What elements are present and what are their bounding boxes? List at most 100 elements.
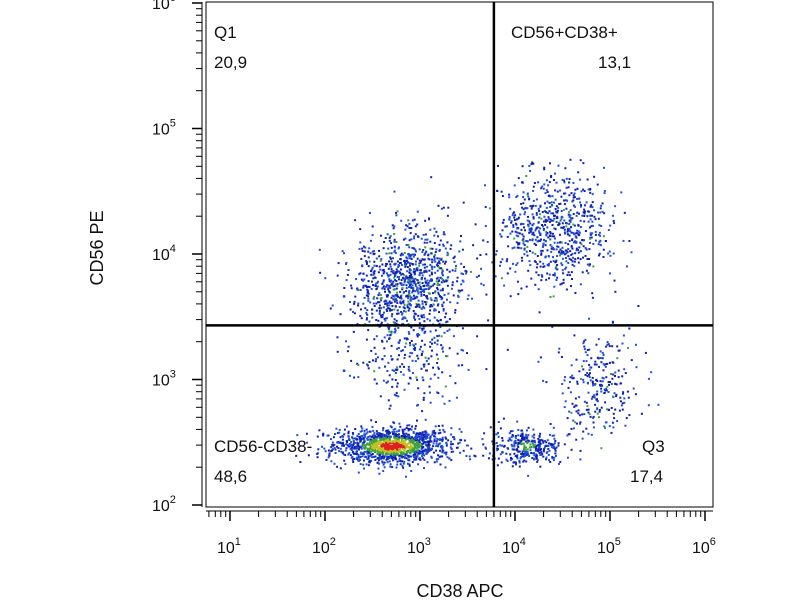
event-dot bbox=[414, 453, 417, 456]
event-dot bbox=[378, 301, 381, 304]
event-dot bbox=[499, 444, 502, 447]
event-dot bbox=[390, 283, 393, 286]
event-dot bbox=[407, 300, 410, 303]
event-dot bbox=[415, 376, 418, 379]
event-dot bbox=[430, 285, 433, 288]
event-dot bbox=[410, 286, 413, 289]
event-dot bbox=[547, 216, 550, 219]
event-dot bbox=[511, 430, 514, 433]
event-dot bbox=[383, 311, 385, 314]
event-dot bbox=[545, 230, 548, 233]
event-dot bbox=[389, 425, 392, 428]
event-dot bbox=[580, 226, 582, 229]
event-dot bbox=[388, 447, 391, 449]
event-dot bbox=[599, 380, 602, 383]
event-dot bbox=[530, 227, 533, 230]
event-dot bbox=[346, 440, 349, 443]
event-dot bbox=[519, 435, 522, 437]
event-dot bbox=[372, 284, 374, 287]
event-dot bbox=[428, 441, 431, 444]
event-dot bbox=[488, 457, 490, 460]
event-dot bbox=[521, 181, 524, 184]
event-dot bbox=[526, 254, 529, 257]
event-dot bbox=[368, 443, 371, 446]
event-dot bbox=[472, 244, 475, 247]
event-dot bbox=[435, 277, 438, 280]
event-dot bbox=[368, 447, 371, 450]
event-dot bbox=[412, 439, 415, 442]
event-dot bbox=[369, 239, 372, 242]
event-dot bbox=[350, 284, 353, 287]
event-dot bbox=[388, 236, 391, 239]
event-dot bbox=[406, 303, 409, 306]
event-dot bbox=[528, 229, 531, 232]
event-dot bbox=[381, 435, 384, 437]
event-dot bbox=[346, 273, 349, 276]
event-dot bbox=[394, 305, 397, 308]
event-dot bbox=[363, 440, 366, 443]
event-dot bbox=[457, 442, 460, 445]
event-dot bbox=[536, 444, 539, 447]
event-dot bbox=[384, 365, 386, 368]
event-dot bbox=[383, 347, 386, 350]
event-dot bbox=[423, 241, 426, 244]
event-dot bbox=[422, 379, 425, 382]
event-dot bbox=[553, 235, 556, 238]
event-dot bbox=[531, 238, 534, 241]
event-dot bbox=[571, 377, 574, 380]
event-dot bbox=[587, 432, 590, 435]
event-dot bbox=[529, 222, 532, 225]
event-dot bbox=[362, 453, 365, 456]
event-dot bbox=[387, 399, 390, 402]
event-dot bbox=[571, 200, 574, 203]
event-dot bbox=[437, 367, 440, 370]
event-dot bbox=[621, 342, 624, 345]
event-dot bbox=[520, 442, 523, 445]
event-dot bbox=[342, 369, 345, 372]
event-dot bbox=[416, 296, 419, 299]
event-dot bbox=[611, 345, 614, 348]
event-dot bbox=[354, 437, 356, 440]
event-dot bbox=[577, 223, 580, 226]
event-dot bbox=[607, 391, 610, 393]
event-dot bbox=[395, 369, 398, 372]
event-dot bbox=[396, 358, 399, 361]
event-dot bbox=[438, 262, 441, 265]
event-dot bbox=[413, 317, 416, 319]
event-dot bbox=[386, 274, 389, 277]
event-dot bbox=[403, 357, 406, 359]
event-dot bbox=[374, 455, 377, 458]
event-dot bbox=[384, 264, 387, 267]
event-dot bbox=[437, 376, 440, 379]
event-dot bbox=[362, 361, 365, 364]
event-dot bbox=[520, 287, 523, 290]
event-dot bbox=[405, 337, 408, 340]
event-dot bbox=[541, 185, 544, 188]
event-dot bbox=[574, 292, 577, 294]
event-dot bbox=[513, 442, 516, 445]
event-dot bbox=[436, 319, 439, 322]
event-dot bbox=[516, 454, 519, 457]
event-dot bbox=[436, 288, 439, 291]
event-dot bbox=[529, 169, 532, 172]
event-dot bbox=[385, 453, 388, 455]
event-dot bbox=[439, 318, 442, 321]
event-dot bbox=[374, 459, 377, 461]
event-dot bbox=[546, 191, 549, 193]
event-dot bbox=[390, 332, 393, 335]
event-dot bbox=[432, 445, 435, 448]
event-dot bbox=[574, 205, 577, 208]
event-dot bbox=[418, 445, 421, 448]
event-dot bbox=[554, 447, 557, 450]
event-dot bbox=[427, 442, 430, 445]
event-dot bbox=[531, 224, 534, 227]
event-dot bbox=[369, 440, 372, 443]
event-dot bbox=[387, 247, 390, 250]
event-dot bbox=[601, 380, 604, 383]
event-dot bbox=[566, 228, 569, 231]
event-dot bbox=[435, 442, 438, 445]
event-dot bbox=[435, 248, 438, 251]
event-dot bbox=[417, 433, 420, 436]
event-dot bbox=[586, 258, 589, 260]
event-dot bbox=[560, 210, 563, 212]
